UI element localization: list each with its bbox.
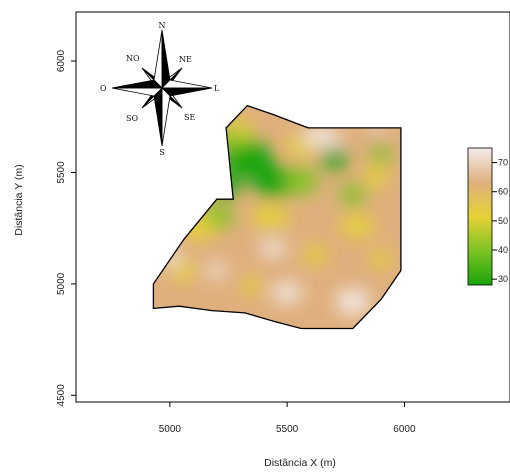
surface-blob-21 — [273, 282, 302, 303]
y-axis: 4500 5000 5500 6000 — [56, 49, 76, 406]
compass-label-ne: NE — [179, 55, 192, 64]
surface-blob-1 — [252, 165, 295, 197]
surface-blob-11 — [341, 214, 374, 237]
compass-label-no: NO — [126, 54, 140, 63]
surface-blob-15 — [171, 261, 197, 280]
x-tick-label: 6000 — [393, 424, 416, 435]
surface-blobs — [160, 118, 392, 315]
color-legend: 70 60 50 40 30 — [467, 147, 508, 286]
surface-blob-10 — [251, 205, 290, 229]
legend-tick-label: 70 — [498, 158, 508, 168]
surface-blob-17 — [303, 246, 327, 264]
surface-blob-14 — [229, 119, 251, 137]
x-axis: 5000 5500 6000 — [159, 402, 416, 435]
legend-tick-label: 30 — [498, 274, 508, 284]
compass-rose-icon: N NE L SE S SO O NO — [100, 21, 220, 157]
y-tick-label: 4500 — [56, 384, 67, 407]
legend-tick-label: 60 — [498, 187, 508, 197]
y-tick-label: 5000 — [56, 272, 67, 295]
surface-blob-16 — [241, 278, 263, 294]
surface-blob-18 — [371, 250, 391, 269]
surface-blob-12 — [364, 166, 388, 187]
surface-blob-23 — [260, 240, 286, 256]
y-tick-label: 5500 — [56, 161, 67, 184]
compass-label-so: SO — [126, 114, 138, 123]
legend-color-bar — [467, 147, 493, 286]
study-area-boundary — [152, 104, 402, 330]
surface-blob-6 — [321, 149, 347, 170]
surface-blob-20 — [336, 289, 370, 315]
legend-tick-label: 40 — [498, 245, 508, 255]
x-tick-label: 5000 — [159, 424, 182, 435]
legend-ticks: 70 60 50 40 30 — [492, 158, 508, 284]
compass-label-n: N — [159, 21, 166, 30]
y-tick-label: 6000 — [56, 49, 67, 72]
legend-tick-label: 50 — [498, 216, 508, 226]
x-tick-label: 5500 — [276, 424, 299, 435]
surface-blob-24 — [207, 263, 227, 278]
surface-blob-3 — [284, 168, 318, 195]
x-axis-title: Distância X (m) — [264, 457, 336, 469]
surface-blob-7 — [370, 145, 392, 164]
compass-label-o: O — [100, 84, 107, 93]
compass-label-se: SE — [184, 113, 195, 122]
compass-label-s: S — [159, 148, 164, 157]
y-axis-title: Distância Y (m) — [13, 164, 25, 235]
surface-blob-19 — [303, 127, 342, 146]
compass-label-l: L — [214, 84, 220, 93]
surface-blob-5 — [339, 184, 366, 205]
